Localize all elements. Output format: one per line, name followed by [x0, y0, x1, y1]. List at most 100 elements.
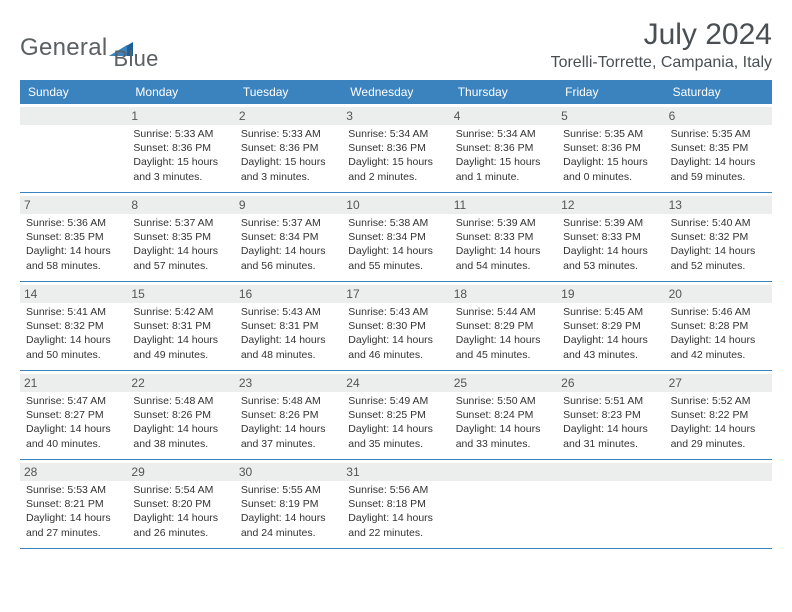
day-info-line: Daylight: 15 hours — [456, 155, 551, 169]
day-info-line: and 33 minutes. — [456, 437, 551, 451]
day-info-line: Sunrise: 5:46 AM — [671, 305, 766, 319]
weekday-sunday: Sunday — [20, 80, 127, 104]
day-info-line: Sunset: 8:36 PM — [563, 141, 658, 155]
day-info-line: and 0 minutes. — [563, 170, 658, 184]
day-info-line: Daylight: 14 hours — [26, 511, 121, 525]
day-number: 28 — [20, 463, 127, 481]
day-cell: 28Sunrise: 5:53 AMSunset: 8:21 PMDayligh… — [20, 460, 127, 548]
day-info-line: Daylight: 14 hours — [348, 244, 443, 258]
day-info-line: and 43 minutes. — [563, 348, 658, 362]
day-info-line: Daylight: 14 hours — [133, 511, 228, 525]
weekday-saturday: Saturday — [665, 80, 772, 104]
day-cell: 22Sunrise: 5:48 AMSunset: 8:26 PMDayligh… — [127, 371, 234, 459]
day-info-line: and 49 minutes. — [133, 348, 228, 362]
day-number: 13 — [665, 196, 772, 214]
day-info-line: and 54 minutes. — [456, 259, 551, 273]
day-info-line: Sunrise: 5:36 AM — [26, 216, 121, 230]
day-info-line: Sunset: 8:35 PM — [671, 141, 766, 155]
day-cell — [450, 460, 557, 548]
day-number — [557, 463, 664, 481]
day-cell: 5Sunrise: 5:35 AMSunset: 8:36 PMDaylight… — [557, 104, 664, 192]
day-info-line: Sunrise: 5:34 AM — [348, 127, 443, 141]
day-info-line: Daylight: 14 hours — [26, 244, 121, 258]
calendar: Sunday Monday Tuesday Wednesday Thursday… — [20, 80, 772, 549]
day-info-line: Sunrise: 5:43 AM — [241, 305, 336, 319]
day-info-line: Sunset: 8:20 PM — [133, 497, 228, 511]
day-info-line: and 35 minutes. — [348, 437, 443, 451]
day-cell: 27Sunrise: 5:52 AMSunset: 8:22 PMDayligh… — [665, 371, 772, 459]
day-cell: 25Sunrise: 5:50 AMSunset: 8:24 PMDayligh… — [450, 371, 557, 459]
day-info-line: and 52 minutes. — [671, 259, 766, 273]
day-number: 22 — [127, 374, 234, 392]
calendar-week: 21Sunrise: 5:47 AMSunset: 8:27 PMDayligh… — [20, 371, 772, 460]
day-info-line: and 27 minutes. — [26, 526, 121, 540]
day-cell: 8Sunrise: 5:37 AMSunset: 8:35 PMDaylight… — [127, 193, 234, 281]
day-number — [20, 107, 127, 125]
day-number: 14 — [20, 285, 127, 303]
day-number: 16 — [235, 285, 342, 303]
day-info-line: Sunset: 8:30 PM — [348, 319, 443, 333]
day-info-line: Sunrise: 5:47 AM — [26, 394, 121, 408]
day-info-line: Daylight: 14 hours — [671, 333, 766, 347]
day-info-line: Sunset: 8:31 PM — [133, 319, 228, 333]
day-cell: 11Sunrise: 5:39 AMSunset: 8:33 PMDayligh… — [450, 193, 557, 281]
day-info-line: Sunset: 8:18 PM — [348, 497, 443, 511]
weekday-thursday: Thursday — [450, 80, 557, 104]
day-number: 6 — [665, 107, 772, 125]
day-number: 11 — [450, 196, 557, 214]
day-number: 15 — [127, 285, 234, 303]
day-info-line: and 1 minute. — [456, 170, 551, 184]
day-info-line: Daylight: 14 hours — [348, 333, 443, 347]
day-number: 25 — [450, 374, 557, 392]
header: General Blue July 2024 Torelli-Torrette,… — [20, 18, 772, 72]
logo-text-b: Blue — [113, 24, 158, 72]
day-info-line: Daylight: 14 hours — [241, 244, 336, 258]
day-cell — [665, 460, 772, 548]
day-number: 8 — [127, 196, 234, 214]
day-info-line: Daylight: 15 hours — [563, 155, 658, 169]
day-info-line: and 24 minutes. — [241, 526, 336, 540]
day-info-line: and 56 minutes. — [241, 259, 336, 273]
day-info-line: Sunset: 8:27 PM — [26, 408, 121, 422]
day-info-line: and 48 minutes. — [241, 348, 336, 362]
day-cell: 7Sunrise: 5:36 AMSunset: 8:35 PMDaylight… — [20, 193, 127, 281]
day-info-line: and 3 minutes. — [241, 170, 336, 184]
day-number: 12 — [557, 196, 664, 214]
day-info-line: Sunrise: 5:39 AM — [563, 216, 658, 230]
day-number: 19 — [557, 285, 664, 303]
day-info-line: Sunrise: 5:52 AM — [671, 394, 766, 408]
day-number: 10 — [342, 196, 449, 214]
day-info-line: Sunrise: 5:44 AM — [456, 305, 551, 319]
day-number: 20 — [665, 285, 772, 303]
day-info-line: Daylight: 14 hours — [241, 511, 336, 525]
day-info-line: Sunrise: 5:38 AM — [348, 216, 443, 230]
day-info-line: and 58 minutes. — [26, 259, 121, 273]
day-number: 31 — [342, 463, 449, 481]
day-info-line: Sunrise: 5:37 AM — [133, 216, 228, 230]
calendar-week: 7Sunrise: 5:36 AMSunset: 8:35 PMDaylight… — [20, 193, 772, 282]
day-cell: 19Sunrise: 5:45 AMSunset: 8:29 PMDayligh… — [557, 282, 664, 370]
day-info-line: Sunset: 8:29 PM — [563, 319, 658, 333]
day-info-line: Sunrise: 5:35 AM — [671, 127, 766, 141]
day-cell: 17Sunrise: 5:43 AMSunset: 8:30 PMDayligh… — [342, 282, 449, 370]
day-cell: 1Sunrise: 5:33 AMSunset: 8:36 PMDaylight… — [127, 104, 234, 192]
day-cell: 13Sunrise: 5:40 AMSunset: 8:32 PMDayligh… — [665, 193, 772, 281]
day-cell: 26Sunrise: 5:51 AMSunset: 8:23 PMDayligh… — [557, 371, 664, 459]
day-info-line: Daylight: 14 hours — [563, 422, 658, 436]
day-info-line: Sunset: 8:21 PM — [26, 497, 121, 511]
day-number — [450, 463, 557, 481]
day-cell: 21Sunrise: 5:47 AMSunset: 8:27 PMDayligh… — [20, 371, 127, 459]
day-info-line: Sunrise: 5:40 AM — [671, 216, 766, 230]
day-info-line: Sunrise: 5:37 AM — [241, 216, 336, 230]
day-info-line: Sunrise: 5:54 AM — [133, 483, 228, 497]
day-info-line: Sunset: 8:25 PM — [348, 408, 443, 422]
day-number: 29 — [127, 463, 234, 481]
day-cell: 2Sunrise: 5:33 AMSunset: 8:36 PMDaylight… — [235, 104, 342, 192]
calendar-week: 14Sunrise: 5:41 AMSunset: 8:32 PMDayligh… — [20, 282, 772, 371]
day-info-line: Sunset: 8:36 PM — [456, 141, 551, 155]
day-info-line: and 2 minutes. — [348, 170, 443, 184]
day-cell: 10Sunrise: 5:38 AMSunset: 8:34 PMDayligh… — [342, 193, 449, 281]
day-info-line: and 22 minutes. — [348, 526, 443, 540]
day-cell: 23Sunrise: 5:48 AMSunset: 8:26 PMDayligh… — [235, 371, 342, 459]
day-cell — [20, 104, 127, 192]
